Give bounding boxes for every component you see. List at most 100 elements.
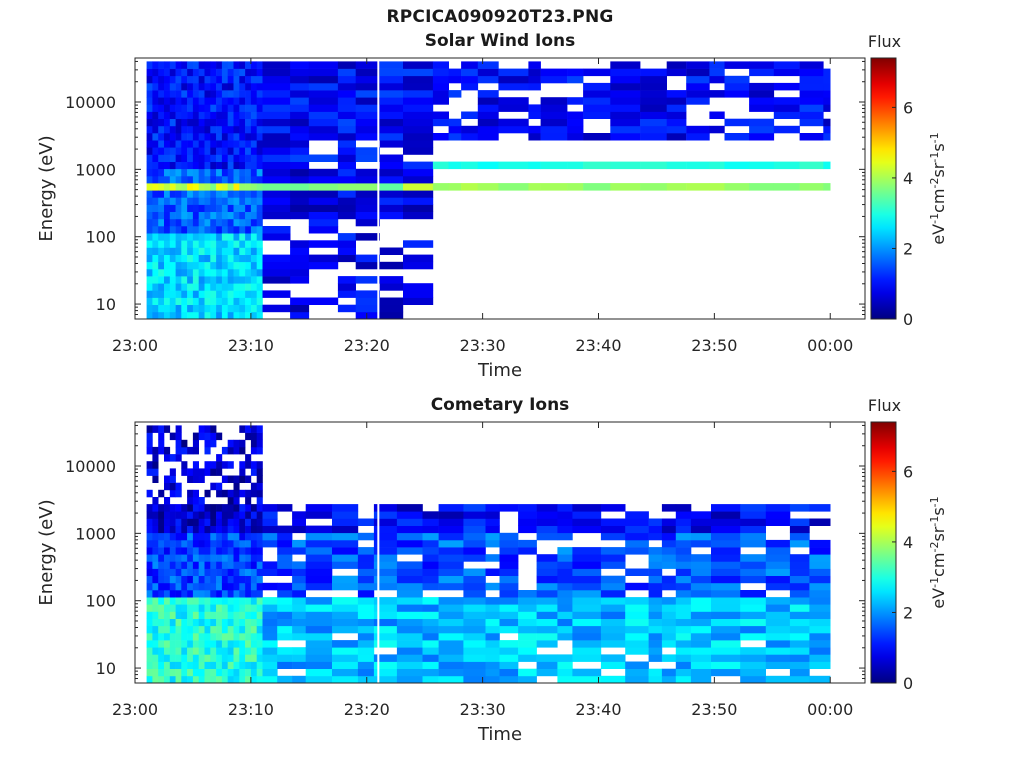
heatmap-cell xyxy=(221,254,228,263)
heatmap-cell xyxy=(227,611,234,619)
heatmap-cell xyxy=(221,297,228,305)
heatmap-cell xyxy=(216,632,223,641)
heatmap-cell xyxy=(245,654,252,662)
heatmap-cell xyxy=(146,468,153,476)
heatmap-cell xyxy=(187,575,194,584)
heatmap-cell xyxy=(438,668,464,677)
heatmap-cell xyxy=(146,489,153,498)
heatmap-cell xyxy=(192,268,199,277)
heatmap-cell xyxy=(227,261,234,270)
heatmap-cell xyxy=(572,625,602,634)
heatmap-cell xyxy=(204,432,211,441)
heatmap-cell xyxy=(379,111,404,119)
heatmap-cell xyxy=(675,575,692,584)
heatmap-cell xyxy=(422,568,439,576)
heatmap-cell xyxy=(403,183,434,191)
heatmap-cell xyxy=(187,640,194,648)
heatmap-cell xyxy=(164,118,171,127)
heatmap-cell xyxy=(625,675,649,683)
heatmap-cell xyxy=(210,597,217,605)
heatmap-cell xyxy=(192,532,199,541)
heatmap-cell xyxy=(152,175,159,184)
heatmap-cell xyxy=(146,254,153,263)
heatmap-cell xyxy=(250,518,257,526)
heatmap-cell xyxy=(164,590,171,598)
panel-1-title: Solar Wind Ions xyxy=(424,31,576,51)
heatmap-cell xyxy=(675,675,692,683)
heatmap-cell xyxy=(245,68,252,77)
heatmap-cell xyxy=(239,568,246,576)
heatmap-cell xyxy=(379,247,404,255)
heatmap-cell xyxy=(233,504,240,512)
heatmap-cell xyxy=(557,511,573,519)
y-tick-label: 1000 xyxy=(75,524,116,543)
heatmap-cell xyxy=(152,226,159,234)
heatmap-cell xyxy=(181,511,188,519)
heatmap-cell xyxy=(164,276,171,284)
heatmap-cell xyxy=(357,532,375,541)
heatmap-cell xyxy=(181,461,188,469)
heatmap-cell xyxy=(187,261,194,270)
heatmap-cell xyxy=(216,183,223,191)
heatmap-cell xyxy=(187,582,194,591)
heatmap-cell xyxy=(164,197,171,205)
heatmap-cell xyxy=(210,82,217,91)
heatmap-cell xyxy=(823,90,831,98)
heatmap-cell xyxy=(152,276,159,284)
heatmap-cell xyxy=(250,597,257,605)
heatmap-cell xyxy=(765,604,791,612)
heatmap-cell xyxy=(690,525,712,534)
heatmap-cell xyxy=(765,539,791,548)
heatmap-cell xyxy=(164,75,171,84)
heatmap-cell xyxy=(256,304,263,313)
heatmap-cell xyxy=(572,561,602,569)
heatmap-cell xyxy=(499,554,519,562)
heatmap-cell xyxy=(332,618,359,627)
heatmap-cell xyxy=(690,640,712,648)
heatmap-cell xyxy=(463,661,486,669)
heatmap-cell xyxy=(262,647,278,655)
heatmap-cell xyxy=(403,254,434,263)
heatmap-cell xyxy=(158,61,165,69)
heatmap-cell xyxy=(221,604,228,612)
heatmap-cell xyxy=(789,632,810,641)
heatmap-cell xyxy=(146,304,153,313)
heatmap-cell xyxy=(308,82,339,91)
heatmap-cell xyxy=(256,590,263,598)
heatmap-cell xyxy=(256,311,263,319)
heatmap-cell xyxy=(169,511,176,519)
heatmap-cell xyxy=(169,632,176,641)
colorbar-unit-label: eV-1cm-2sr-1s-1 xyxy=(928,496,948,608)
heatmap-cell xyxy=(518,504,537,512)
heatmap-cell xyxy=(463,611,486,619)
heatmap-cell xyxy=(198,575,205,584)
heatmap-cell xyxy=(146,539,153,548)
heatmap-cell xyxy=(536,590,558,598)
heatmap-cell xyxy=(379,82,404,91)
heatmap-cell xyxy=(158,204,165,212)
heatmap-cell xyxy=(146,625,153,634)
heatmap-cell xyxy=(290,154,310,162)
heatmap-cell xyxy=(152,511,159,519)
heatmap-cell xyxy=(711,597,741,605)
heatmap-cell xyxy=(262,68,291,77)
heatmap-cell xyxy=(250,97,257,105)
heatmap-cell xyxy=(305,568,333,576)
colorbar-tick-label: 2 xyxy=(903,239,913,258)
heatmap-cell xyxy=(152,640,159,648)
heatmap-cell xyxy=(666,61,687,69)
heatmap-cell xyxy=(357,547,375,555)
heatmap-cell xyxy=(152,618,159,627)
heatmap-cell xyxy=(675,568,692,576)
heatmap-cell xyxy=(438,561,464,569)
heatmap-cell xyxy=(216,640,223,648)
heatmap-cell xyxy=(823,75,831,84)
heatmap-cell xyxy=(277,532,293,541)
heatmap-cell xyxy=(169,489,176,498)
heatmap-cell xyxy=(518,525,537,534)
heatmap-cell xyxy=(250,297,257,305)
heatmap-cell xyxy=(724,82,750,91)
heatmap-cell xyxy=(648,575,663,584)
heatmap-cell xyxy=(175,97,182,105)
heatmap-cell xyxy=(187,554,194,562)
